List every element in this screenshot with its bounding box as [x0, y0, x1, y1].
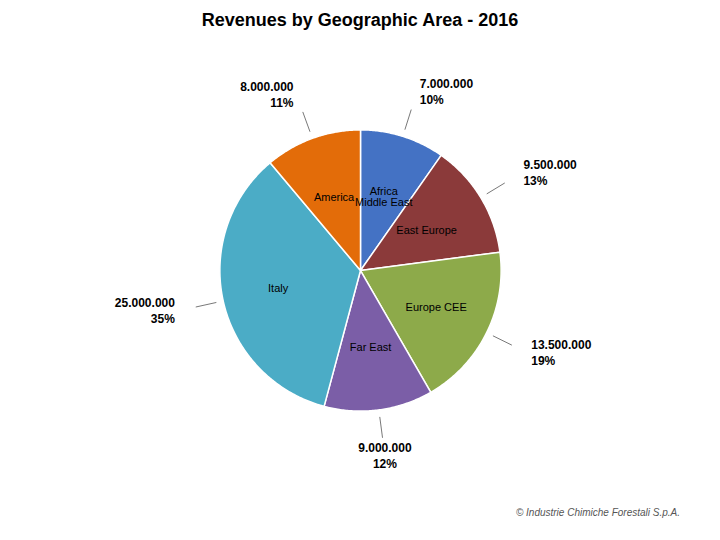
svg-text:Italy: Italy: [268, 282, 289, 294]
svg-text:9.000.000: 9.000.000: [358, 441, 412, 455]
svg-text:12%: 12%: [373, 457, 397, 471]
svg-text:19%: 19%: [531, 354, 555, 368]
svg-text:9.500.000: 9.500.000: [523, 158, 577, 172]
svg-text:11%: 11%: [270, 96, 294, 110]
svg-text:8.000.000: 8.000.000: [240, 80, 294, 94]
svg-text:AfricaMiddle East: AfricaMiddle East: [355, 185, 412, 208]
html-text:Revenues by Geographic Area -: Revenues by Geographic Area - 2016: [201, 10, 519, 30]
svg-text:25.000.000: 25.000.000: [115, 296, 175, 310]
svg-text:13.500.000: 13.500.000: [531, 338, 591, 352]
svg-text:Europe CEE: Europe CEE: [406, 301, 467, 313]
svg-text:East Europe: East Europe: [396, 224, 457, 236]
svg-text:Far East: Far East: [350, 341, 392, 353]
svg-text:10%: 10%: [420, 93, 444, 107]
svg-text:35%: 35%: [151, 312, 175, 326]
svg-text:America: America: [314, 191, 355, 203]
svg-text:7.000.000: 7.000.000: [420, 77, 474, 91]
html-text:© Industrie Chimiche Forestali: © Industrie Chimiche Forestali S.p.A.: [515, 507, 680, 518]
svg-text:13%: 13%: [523, 174, 547, 188]
